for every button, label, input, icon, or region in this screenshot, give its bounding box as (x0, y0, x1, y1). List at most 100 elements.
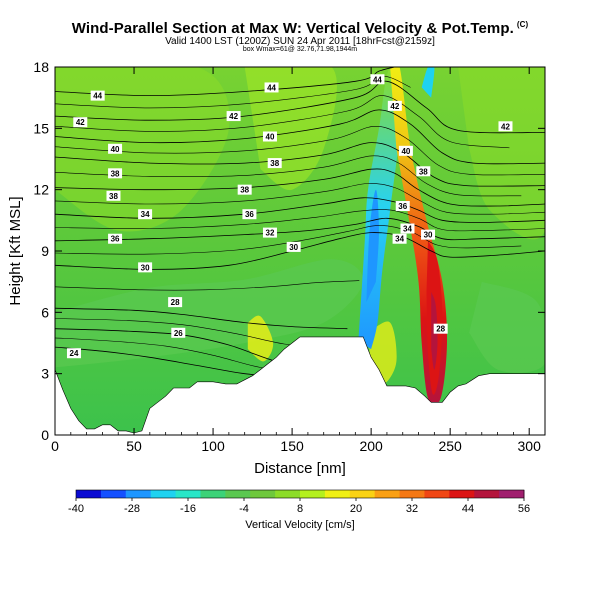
colorbar-tick-label: 8 (297, 503, 303, 515)
theta-contour-intermediate-2 (55, 280, 360, 291)
field-pocket-a (247, 315, 274, 362)
contour-label: 30 (289, 243, 298, 252)
colorbar-swatch (499, 490, 525, 498)
theta-contour-intermediate-5 (55, 183, 545, 215)
colorbar-swatch (324, 490, 351, 498)
x-tick-label: 200 (359, 438, 383, 454)
contour-label: 36 (398, 202, 407, 211)
contour-label-box (392, 233, 407, 244)
colorbar-tick-label: -28 (124, 503, 140, 515)
contour-label-box (168, 297, 183, 308)
colorbar-swatch (225, 490, 251, 498)
theta-contour-intermediate-8 (55, 95, 510, 149)
contour-label: 28 (171, 298, 180, 307)
colorbar-swatch (200, 490, 226, 498)
x-axis-label: Distance [nm] (254, 460, 346, 477)
downdraft-top-right (421, 67, 435, 98)
colorbar-label: Vertical Velocity [cm/s] (245, 519, 354, 531)
contour-label: 42 (76, 118, 85, 127)
chart-subtitle: Valid 1400 LST (1200Z) SUN 24 Apr 2011 [… (0, 36, 600, 47)
contour-label-box (73, 117, 88, 128)
velocity-field (55, 67, 545, 406)
colorbar-tick-label: 20 (350, 503, 362, 515)
contour-label: 42 (229, 112, 238, 121)
contour-label-box (171, 327, 186, 338)
field-band-upper-left (55, 67, 230, 232)
x-tick-label: 100 (201, 438, 225, 454)
x-tick-label: 0 (51, 438, 59, 454)
contour-label: 38 (109, 192, 118, 201)
colorbar-swatch (399, 490, 425, 498)
colorbar-swatch (100, 490, 127, 498)
forecast-info: [18hrFcst@2159z] (353, 36, 435, 47)
contour-label: 44 (373, 75, 382, 84)
theta-contour-32 (55, 217, 545, 242)
contour-label-box (237, 184, 252, 195)
colorbar-swatch (374, 490, 401, 498)
contour-label: 42 (501, 122, 510, 131)
theta-contour-44 (55, 67, 395, 97)
contour-label: 40 (111, 145, 120, 154)
colorbar-swatch (349, 490, 376, 498)
colorbar: -40 -28 -16 -4 8 20 32 44 56 (68, 489, 530, 515)
colorbar-swatch (76, 490, 102, 498)
contour-label-box (400, 223, 415, 234)
theta-contour-36 (55, 168, 545, 207)
contour-label: 34 (141, 210, 150, 219)
copyright-mark: (C) (516, 20, 529, 29)
colorbar-tick-label: -4 (239, 503, 249, 515)
theta-contour-intermediate-7 (55, 125, 545, 176)
contour-label: 36 (245, 210, 254, 219)
colorbar-swatch (125, 490, 152, 498)
contour-label-box (433, 323, 448, 334)
y-tick-label: 18 (33, 59, 49, 75)
contour-label-box (264, 82, 279, 93)
y-axis-label: Height [Kft MSL] (7, 196, 24, 305)
y-tick-label: 15 (33, 120, 49, 136)
contour-label: 38 (240, 186, 249, 195)
theta-contour-intermediate-3 (55, 225, 522, 255)
contour-label-box (262, 131, 277, 142)
contour-label-box (370, 74, 385, 85)
contour-label-box (498, 121, 513, 132)
theta-contour-42 (55, 80, 545, 134)
theta-contour-34 (55, 197, 545, 223)
colorbar-tick-label: -16 (180, 503, 196, 515)
field-band-low-west (55, 259, 364, 368)
contour-label-box (108, 143, 123, 154)
theta-contour-30 (55, 232, 545, 270)
contour-label: 32 (266, 229, 275, 238)
theta-contour-intermediate-4 (55, 209, 545, 232)
contour-label: 26 (174, 329, 183, 338)
theta-contour-38 (55, 142, 545, 187)
contour-label-box (138, 209, 153, 220)
theta-contour-24 (55, 346, 293, 379)
contour-label: 34 (403, 225, 412, 234)
y-tick-label: 3 (41, 366, 49, 382)
contour-label: 38 (111, 169, 120, 178)
contour-label-box (66, 348, 81, 359)
contour-label-box (106, 190, 121, 201)
contour-label-box (387, 100, 402, 111)
contour-label: 36 (111, 235, 120, 244)
valid-time: Valid 1400 LST (1200Z) SUN 24 Apr 2011 (165, 36, 351, 47)
contour-label-box (416, 166, 431, 177)
contour-label: 40 (401, 147, 410, 156)
colorbar-tick-label: -40 (68, 503, 84, 515)
contour-label: 40 (266, 133, 275, 142)
contour-label: 28 (436, 325, 445, 334)
contour-label: 24 (70, 349, 79, 358)
contour-label-box (267, 158, 282, 169)
colorbar-swatch (150, 490, 177, 498)
colorbar-tick-label: 32 (406, 503, 418, 515)
contour-label: 44 (267, 83, 276, 92)
colorbar-swatch (474, 490, 500, 498)
contour-label-box (421, 229, 436, 240)
chart-title: Wind-Parallel Section at Max W: Vertical… (0, 20, 600, 37)
x-tick-label: 150 (280, 438, 304, 454)
contour-label: 38 (270, 159, 279, 168)
theta-contour-40 (55, 109, 545, 165)
plot-area: 4444444242424240404038383838383636363434… (55, 67, 545, 435)
